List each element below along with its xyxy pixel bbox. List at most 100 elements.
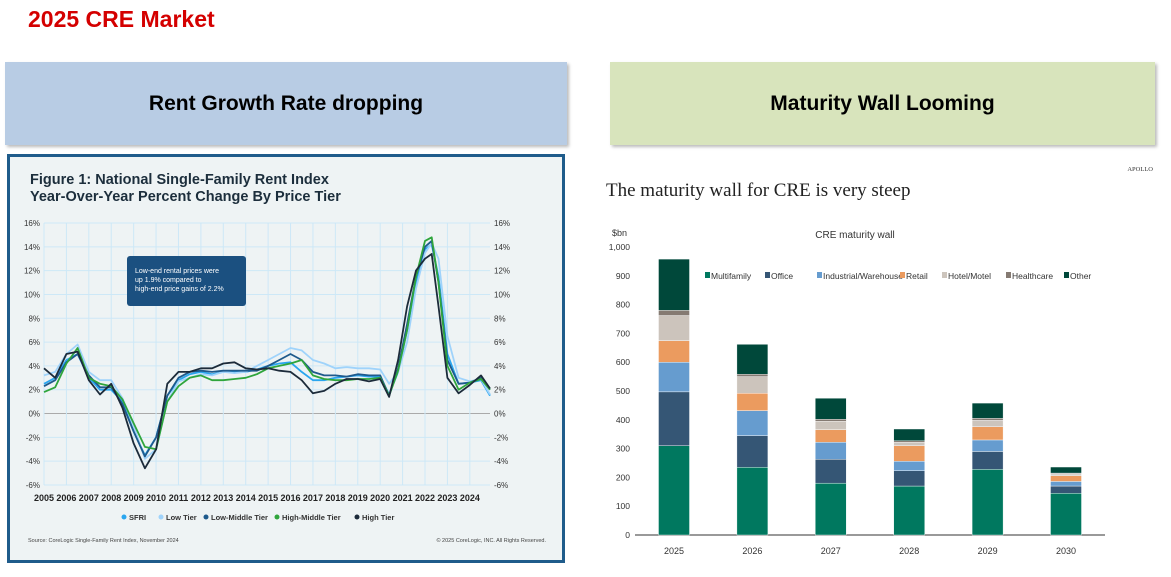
rent-index-chart-frame	[7, 154, 565, 563]
legend-label: Office	[771, 271, 793, 281]
x-tick-label: 2013	[213, 493, 233, 503]
y-tick-label-left: 4%	[28, 362, 40, 371]
bar-segment-multifamily	[815, 482, 847, 536]
legend-label: Hotel/Motel	[948, 271, 991, 281]
x-tick-label: 2011	[169, 493, 189, 503]
legend-swatch	[942, 272, 947, 278]
x-tick-label: 2026	[742, 546, 762, 556]
x-tick-label: 2007	[79, 493, 99, 503]
bar-chart-title: CRE maturity wall	[815, 230, 894, 241]
bar-segment-industrial-warehouse	[1050, 481, 1082, 487]
x-tick-label: 2016	[281, 493, 301, 503]
page-title: 2025 CRE Market	[28, 6, 215, 32]
bar-segment-healthcare	[971, 418, 1004, 421]
line-chart-title: Figure 1: National Single-Family Rent In…	[30, 172, 329, 188]
y-tick-label: 1,000	[609, 242, 631, 252]
legend-label: Other	[1070, 271, 1091, 281]
bar-segment-retail	[893, 445, 925, 462]
bar-segment-office	[736, 435, 769, 468]
bar-segment-office	[971, 451, 1004, 470]
y-tick-label-right: 16%	[494, 219, 510, 228]
y-tick-label: 300	[616, 444, 630, 454]
legend-swatch	[1064, 272, 1069, 278]
y-tick-label-left: 0%	[28, 410, 40, 419]
y-tick-label-left: 6%	[28, 338, 40, 347]
y-tick-label-left: -2%	[26, 433, 40, 442]
bar-segment-hotel-motel	[658, 315, 690, 341]
x-tick-label: 2023	[437, 493, 457, 503]
bar-segment-other	[658, 258, 690, 311]
bar-segment-retail	[736, 393, 769, 411]
x-tick-label: 2009	[124, 493, 144, 503]
y-tick-label: 500	[616, 386, 630, 396]
x-tick-label: 2028	[899, 546, 919, 556]
bar-segment-industrial-warehouse	[736, 410, 769, 436]
x-tick-label: 2021	[393, 493, 413, 503]
bar-segment-retail	[1050, 475, 1082, 482]
x-tick-label: 2019	[348, 493, 368, 503]
y-tick-label: 400	[616, 415, 630, 425]
legend-marker	[203, 514, 209, 520]
chart-headline: The maturity wall for CRE is very steep	[606, 180, 910, 201]
bar-segment-office	[815, 459, 847, 484]
legend-label: Low Tier	[166, 513, 197, 522]
bar-segment-healthcare	[815, 419, 847, 422]
x-tick-label: 2020	[370, 493, 390, 503]
bar-segment-multifamily	[1050, 493, 1082, 536]
bar-segment-industrial-warehouse	[658, 362, 690, 393]
x-tick-label: 2027	[821, 546, 841, 556]
x-tick-label: 2005	[34, 493, 54, 503]
y-tick-label-right: -6%	[494, 481, 508, 490]
bar-segment-healthcare	[893, 440, 925, 443]
x-tick-label: 2010	[146, 493, 166, 503]
series-line-low-middle-tier	[43, 240, 491, 458]
y-tick-label-left: 10%	[24, 290, 40, 299]
annotation-text: Low-end rental prices were	[135, 268, 219, 275]
bar-segment-hotel-motel	[736, 376, 769, 394]
x-tick-label: 2029	[978, 546, 998, 556]
annotation-text: up 1.9% compared to	[135, 277, 202, 284]
y-tick-label: 0	[625, 530, 630, 540]
legend-swatch	[765, 272, 770, 278]
y-tick-label-right: 4%	[494, 362, 506, 371]
y-tick-label: 800	[616, 300, 630, 310]
line-chart-subtitle: Year-Over-Year Percent Change By Price T…	[30, 189, 341, 205]
y-tick-label-right: 10%	[494, 290, 510, 299]
legend-marker	[274, 514, 280, 520]
x-tick-label: 2022	[415, 493, 435, 503]
x-tick-label: 2018	[325, 493, 345, 503]
legend-swatch	[1006, 272, 1011, 278]
series-line-high-tier	[43, 253, 491, 470]
legend-swatch	[705, 272, 710, 278]
legend-label: High Tier	[362, 513, 394, 522]
x-tick-label: 2012	[191, 493, 211, 503]
y-tick-label-right: 12%	[494, 267, 510, 276]
y-tick-label-right: 2%	[494, 386, 506, 395]
legend-label: Low-Middle Tier	[211, 513, 268, 522]
y-tick-label-right: 0%	[494, 410, 506, 419]
y-tick-label: 100	[616, 501, 630, 511]
x-tick-label: 2017	[303, 493, 323, 503]
x-tick-label: 2030	[1056, 546, 1076, 556]
bar-segment-office	[893, 470, 925, 487]
annotation-box	[127, 256, 246, 306]
annotation-text: high-end price gains of 2.2%	[135, 286, 224, 293]
y-tick-label: 200	[616, 472, 630, 482]
x-tick-label: 2024	[460, 493, 480, 503]
x-tick-label: 2015	[258, 493, 278, 503]
bar-segment-hotel-motel	[1050, 473, 1082, 476]
bar-segment-multifamily	[893, 485, 925, 536]
x-tick-label: 2006	[56, 493, 76, 503]
legend-marker	[158, 514, 164, 520]
y-tick-label-left: 14%	[24, 243, 40, 252]
y-tick-label: 600	[616, 357, 630, 367]
series-line-high-middle-tier	[43, 236, 491, 451]
y-tick-label-right: -4%	[494, 457, 508, 466]
bar-segment-industrial-warehouse	[815, 442, 847, 460]
bar-segment-industrial-warehouse	[971, 439, 1004, 452]
bar-segment-multifamily	[736, 467, 769, 536]
bar-segment-healthcare	[658, 310, 690, 316]
y-tick-label-left: 2%	[28, 386, 40, 395]
legend-label: Industrial/Warehouse	[823, 271, 903, 281]
